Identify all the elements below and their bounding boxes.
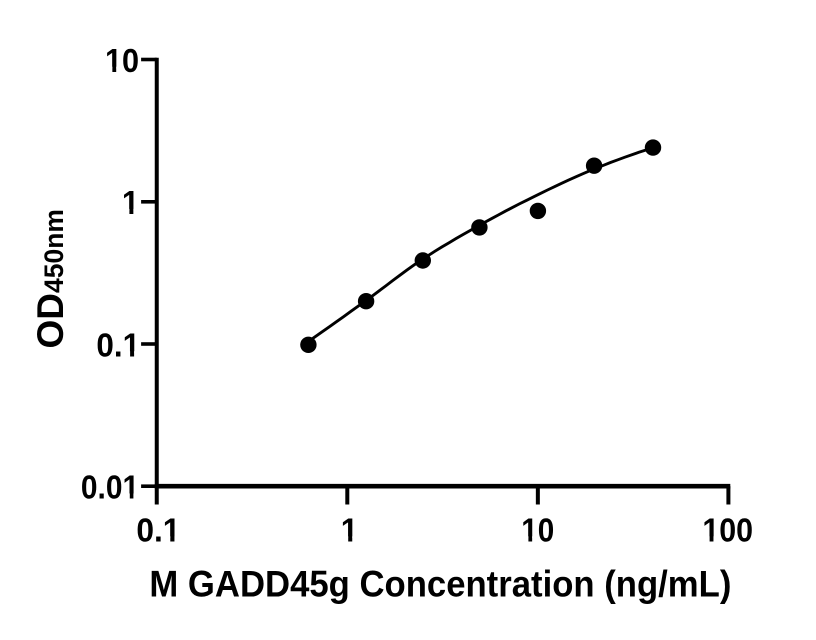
svg-text:OD450nm: OD450nm	[30, 209, 71, 348]
svg-text:M GADD45g Concentration (ng/mL: M GADD45g Concentration (ng/mL)	[149, 563, 731, 605]
svg-text:0.01: 0.01	[81, 469, 139, 506]
svg-text:0.1: 0.1	[96, 326, 140, 363]
svg-text:100: 100	[702, 511, 753, 548]
svg-text:0.1: 0.1	[136, 511, 180, 548]
